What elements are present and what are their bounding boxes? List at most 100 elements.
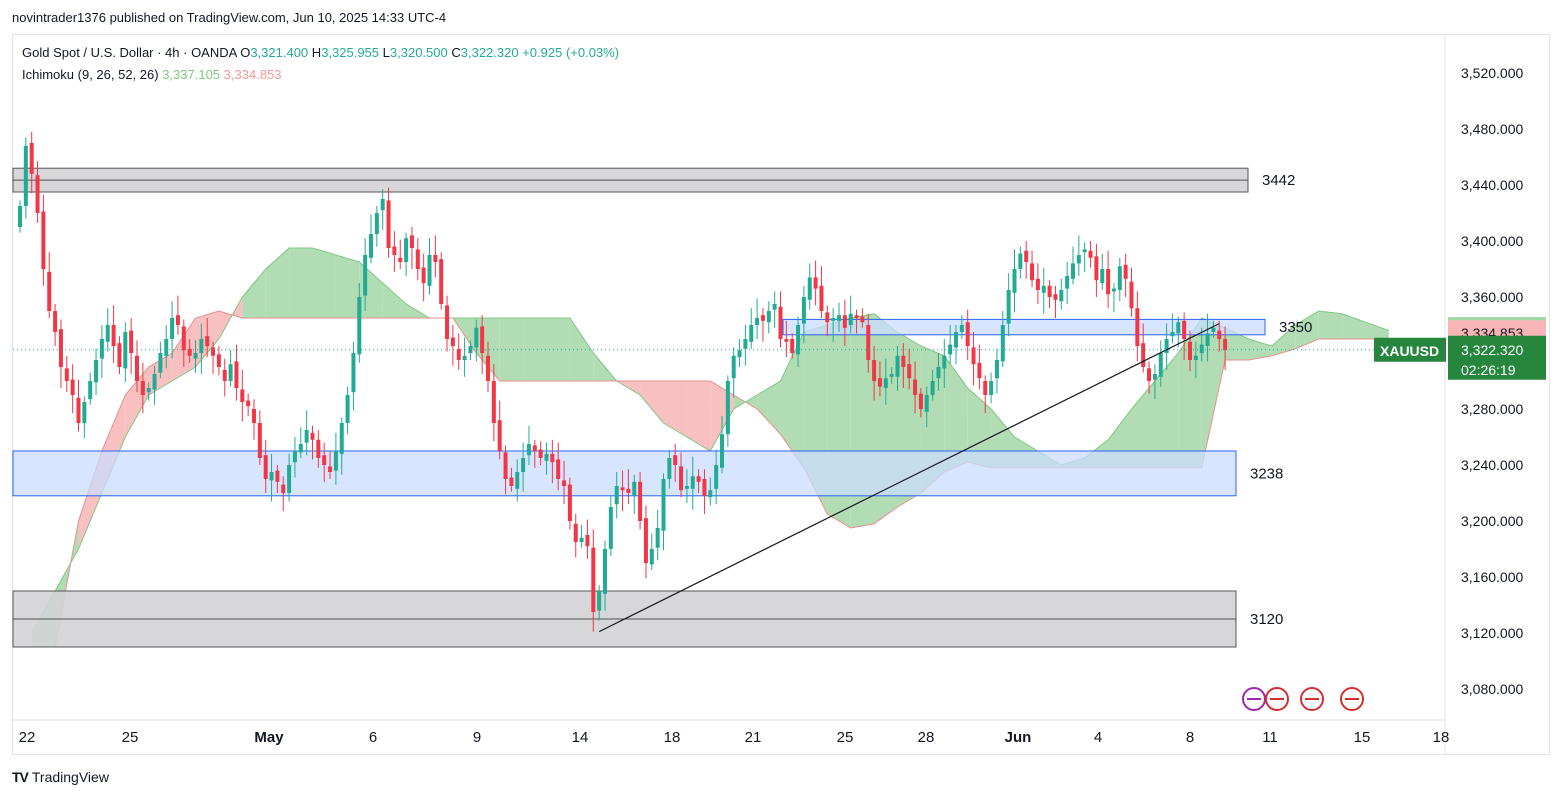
candle-body[interactable]: [673, 455, 678, 465]
candle-body[interactable]: [1106, 269, 1111, 295]
candle-body[interactable]: [813, 277, 818, 289]
candle-body[interactable]: [597, 591, 602, 611]
candle-body[interactable]: [866, 325, 871, 360]
candle-body[interactable]: [129, 330, 134, 353]
candle-body[interactable]: [170, 318, 175, 339]
candle-body[interactable]: [58, 329, 63, 367]
candle-body[interactable]: [696, 476, 701, 482]
candle-body[interactable]: [567, 484, 572, 521]
candle-body[interactable]: [1000, 325, 1005, 362]
candle-body[interactable]: [626, 488, 631, 493]
candle-body[interactable]: [292, 451, 297, 463]
candle-body[interactable]: [649, 549, 654, 565]
candle-body[interactable]: [1088, 250, 1093, 258]
candle-body[interactable]: [930, 381, 935, 395]
candle-body[interactable]: [462, 355, 467, 360]
candle-body[interactable]: [760, 315, 765, 321]
candle-body[interactable]: [404, 238, 409, 262]
candle-body[interactable]: [725, 381, 730, 435]
candle-body[interactable]: [907, 364, 912, 379]
candle-body[interactable]: [848, 313, 853, 325]
candle-body[interactable]: [117, 343, 122, 367]
symbol-title[interactable]: Gold Spot / U.S. Dollar · 4h · OANDA: [22, 45, 237, 60]
candle-body[interactable]: [304, 430, 309, 443]
candle-body[interactable]: [837, 315, 841, 321]
candle-body[interactable]: [749, 325, 754, 342]
candle-body[interactable]: [94, 360, 99, 383]
candle-body[interactable]: [322, 455, 327, 465]
candle-body[interactable]: [257, 423, 262, 458]
candle-body[interactable]: [99, 339, 104, 359]
candle-body[interactable]: [246, 400, 251, 407]
candle-body[interactable]: [152, 374, 157, 390]
candle-body[interactable]: [1158, 353, 1163, 377]
candle-body[interactable]: [1065, 276, 1070, 289]
candle-body[interactable]: [959, 325, 964, 332]
candle-body[interactable]: [421, 267, 426, 283]
level-zone-3350[interactable]: [782, 318, 1266, 336]
candle-body[interactable]: [269, 472, 274, 481]
candle-body[interactable]: [228, 364, 233, 381]
candle-body[interactable]: [1217, 330, 1222, 339]
candle-body[interactable]: [415, 249, 420, 269]
candle-body[interactable]: [310, 432, 315, 440]
candle-body[interactable]: [1053, 294, 1058, 300]
candle-body[interactable]: [1059, 290, 1064, 302]
candle-body[interactable]: [1193, 355, 1198, 360]
candle-body[interactable]: [550, 453, 555, 463]
candle-body[interactable]: [667, 458, 672, 479]
candle-body[interactable]: [854, 315, 859, 318]
candle-body[interactable]: [468, 346, 473, 353]
candle-body[interactable]: [977, 362, 982, 379]
candle-body[interactable]: [1170, 332, 1175, 337]
candle-body[interactable]: [263, 455, 268, 479]
candle-body[interactable]: [655, 528, 660, 548]
candle-body[interactable]: [1082, 249, 1087, 253]
candle-body[interactable]: [825, 312, 830, 323]
candle-body[interactable]: [877, 378, 882, 387]
candle-body[interactable]: [88, 381, 93, 400]
candle-body[interactable]: [872, 360, 877, 381]
candle-body[interactable]: [1188, 341, 1192, 360]
candle-body[interactable]: [1030, 263, 1035, 281]
candle-body[interactable]: [901, 355, 906, 367]
candle-body[interactable]: [1223, 339, 1228, 351]
candle-body[interactable]: [252, 409, 256, 423]
candle-body[interactable]: [1129, 281, 1134, 309]
candle-body[interactable]: [70, 379, 75, 395]
candle-body[interactable]: [573, 523, 578, 542]
candle-body[interactable]: [164, 339, 169, 356]
candle-body[interactable]: [287, 465, 292, 493]
candle-body[interactable]: [842, 315, 847, 328]
candle-body[interactable]: [1211, 327, 1216, 332]
candle-body[interactable]: [661, 479, 666, 531]
candle-body[interactable]: [1012, 269, 1017, 293]
candle-body[interactable]: [439, 259, 444, 304]
candle-body[interactable]: [205, 336, 210, 346]
candle-body[interactable]: [509, 477, 514, 486]
candle-body[interactable]: [538, 449, 543, 458]
candle-body[interactable]: [398, 257, 403, 262]
candle-body[interactable]: [1152, 374, 1157, 380]
candle-body[interactable]: [76, 397, 81, 423]
candle-body[interactable]: [1006, 290, 1011, 324]
candle-body[interactable]: [222, 369, 227, 381]
candle-body[interactable]: [135, 355, 139, 381]
candle-body[interactable]: [64, 368, 69, 381]
candle-body[interactable]: [328, 466, 333, 472]
candle-body[interactable]: [18, 206, 22, 227]
candle-body[interactable]: [591, 547, 596, 612]
candle-body[interactable]: [1094, 256, 1099, 281]
candle-body[interactable]: [1041, 285, 1046, 293]
candle-body[interactable]: [211, 347, 216, 356]
candle-body[interactable]: [1018, 253, 1023, 269]
candle-body[interactable]: [187, 348, 192, 356]
candle-body[interactable]: [427, 255, 432, 286]
candle-body[interactable]: [690, 476, 695, 489]
candle-body[interactable]: [392, 246, 397, 255]
candle-body[interactable]: [585, 535, 590, 547]
candle-body[interactable]: [474, 327, 479, 348]
candle-body[interactable]: [918, 393, 923, 409]
candle-body[interactable]: [971, 347, 976, 365]
candle-body[interactable]: [29, 143, 34, 174]
